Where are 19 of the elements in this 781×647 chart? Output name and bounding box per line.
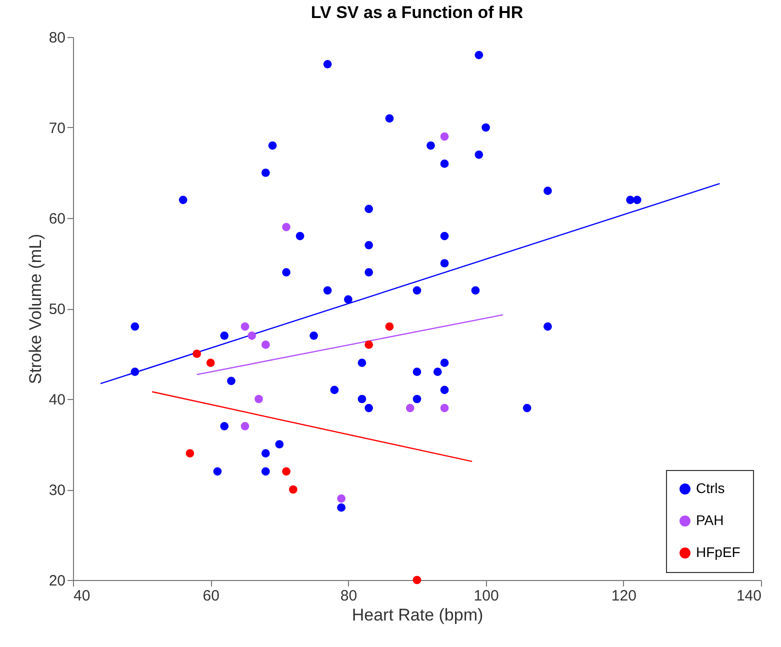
x-tick-label: 60 xyxy=(202,588,220,604)
y-tick-label: 30 xyxy=(48,482,66,499)
y-tick-label: 60 xyxy=(48,210,66,228)
y-tick-label: 70 xyxy=(48,120,66,137)
legend-label: Ctrls xyxy=(696,480,725,496)
x-tick-label: 100 xyxy=(474,588,499,604)
x-tick-label: 80 xyxy=(340,588,358,604)
legend-label: PAH xyxy=(696,512,724,528)
x-tick-label: 40 xyxy=(74,588,90,604)
y-tick-label: 40 xyxy=(48,392,66,408)
chart-title: LV SV as a Function of HR xyxy=(310,3,524,22)
x-tick-label: 120 xyxy=(611,588,636,604)
x-tick-label: 140 xyxy=(736,588,762,604)
x-axis-title: Heart Rate (bpm) xyxy=(352,606,484,624)
y-tick-label: 20 xyxy=(48,572,66,590)
y-axis-title: Stroke Volume (mL) xyxy=(26,234,45,384)
y-tick-label: 80 xyxy=(48,30,66,46)
y-tick-label: 50 xyxy=(48,301,66,318)
legend-label: HFpEF xyxy=(696,544,740,560)
